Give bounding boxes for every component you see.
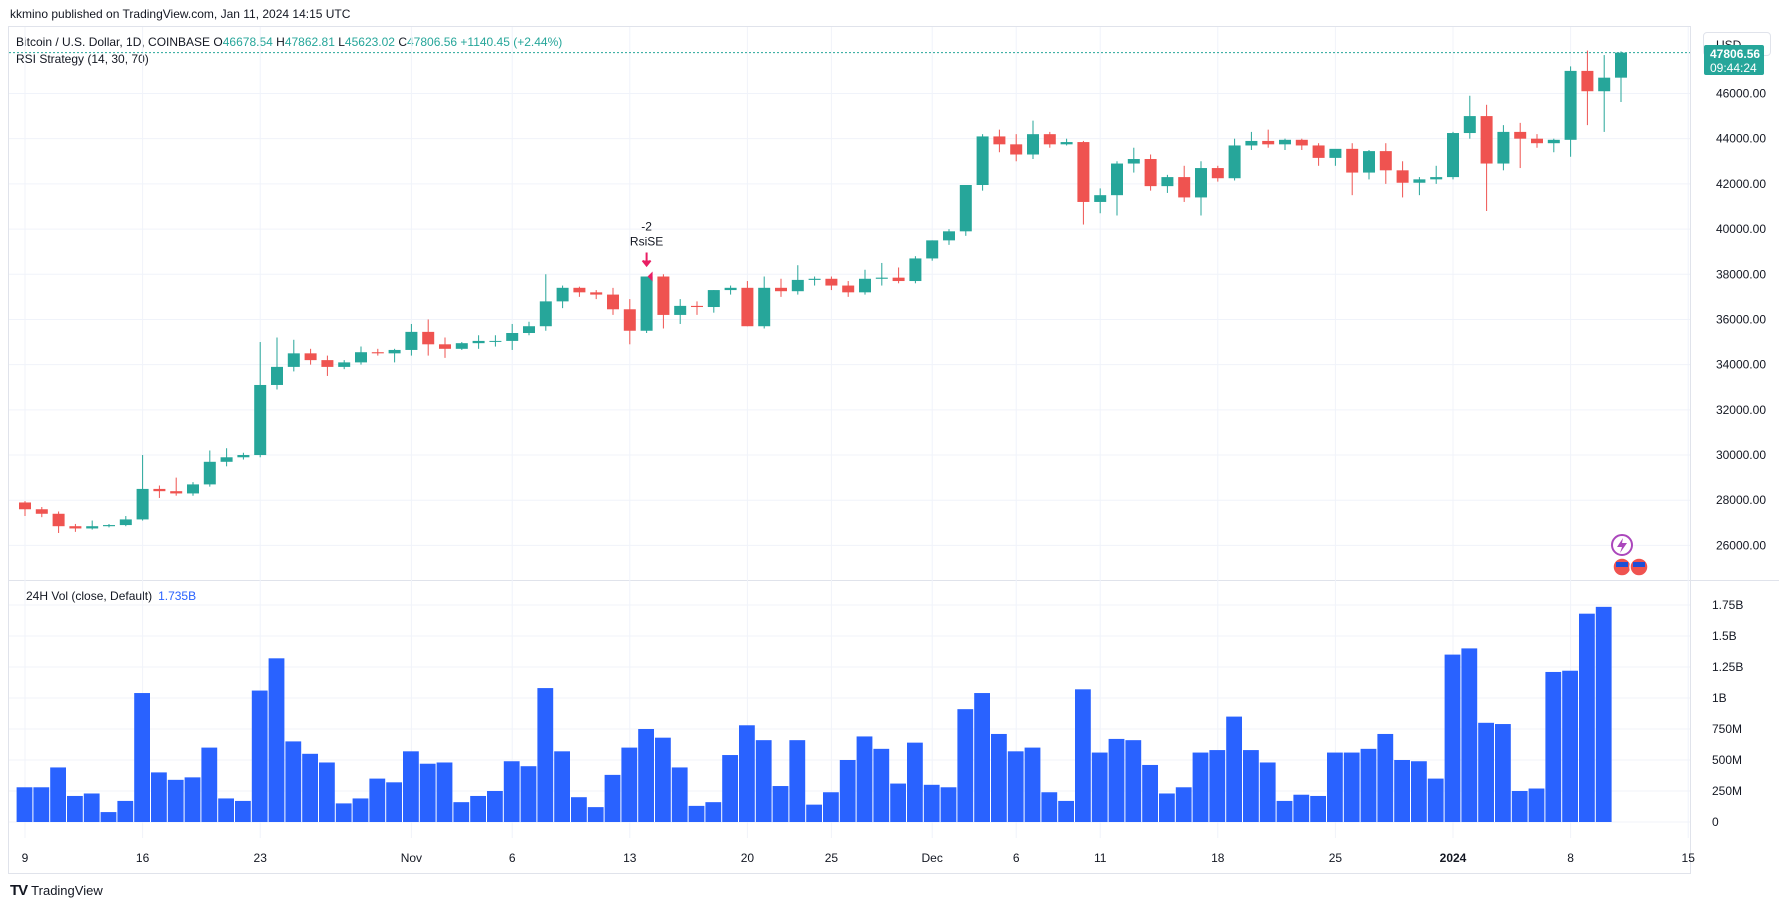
close-label: C xyxy=(398,35,407,49)
close-value: 47806.56 xyxy=(407,35,458,49)
high-label: H xyxy=(276,35,285,49)
volume-tick-label: 1.5B xyxy=(1712,629,1737,643)
chart-pane-border xyxy=(8,26,1691,874)
volume-tick-label: 250M xyxy=(1712,784,1742,798)
volume-legend-label: 24H Vol (close, Default) xyxy=(26,589,153,603)
symbol-name[interactable]: Bitcoin / U.S. Dollar, 1D, COINBASE xyxy=(16,35,211,49)
open-value: 46678.54 xyxy=(222,35,273,49)
last-price-value: 47806.56 xyxy=(1710,46,1761,61)
volume-tick-label: 500M xyxy=(1712,753,1742,767)
low-label: L xyxy=(338,35,345,49)
price-tick-label: 30000.00 xyxy=(1716,448,1766,462)
price-tick-label: 46000.00 xyxy=(1716,86,1766,100)
price-tick-label: 38000.00 xyxy=(1716,267,1766,281)
volume-tick-label: 750M xyxy=(1712,722,1742,736)
publish-info: kkmino published on TradingView.com, Jan… xyxy=(10,7,351,21)
price-tick-label: 36000.00 xyxy=(1716,312,1766,326)
price-tick-label: 34000.00 xyxy=(1716,358,1766,372)
price-tick-label: 40000.00 xyxy=(1716,222,1766,236)
volume-tick-label: 0 xyxy=(1712,815,1719,829)
last-price-tag: 47806.56 09:44:24 xyxy=(1704,44,1764,75)
price-tick-label: 42000.00 xyxy=(1716,177,1766,191)
open-label: O xyxy=(213,35,223,49)
volume-legend-value: 1.735B xyxy=(158,589,197,603)
low-value: 45623.02 xyxy=(344,35,395,49)
volume-tick-label: 1.75B xyxy=(1712,598,1743,612)
tradingview-logo-icon: TV xyxy=(10,882,28,899)
pane-separator[interactable] xyxy=(8,580,1779,581)
price-tick-label: 28000.00 xyxy=(1716,493,1766,507)
footer-branding[interactable]: TV TradingView xyxy=(10,882,103,899)
price-axis: 26000.00 28000.00 30000.00 32000.00 34000.00… xyxy=(1716,86,1766,552)
price-tick-label: 44000.00 xyxy=(1716,132,1766,146)
volume-tick-label: 1.25B xyxy=(1712,660,1743,674)
volume-axis: 0 250M 500M 750M 1B 1.25B 1.5B 1.75B xyxy=(1712,598,1743,829)
strategy-legend[interactable]: RSI Strategy (14, 30, 70) xyxy=(16,52,149,66)
volume-legend[interactable]: 24H Vol (close, Default) 1.735B xyxy=(26,589,196,603)
bar-countdown: 09:44:24 xyxy=(1710,60,1757,75)
change-value: +1140.45 (+2.44%) xyxy=(460,35,563,49)
high-value: 47862.81 xyxy=(284,35,335,49)
price-tick-label: 26000.00 xyxy=(1716,538,1766,552)
price-tick-label: 32000.00 xyxy=(1716,403,1766,417)
brand-name: TradingView xyxy=(31,883,103,898)
volume-tick-label: 1B xyxy=(1712,691,1727,705)
symbol-legend: Bitcoin / U.S. Dollar, 1D, COINBASE O466… xyxy=(16,34,562,68)
